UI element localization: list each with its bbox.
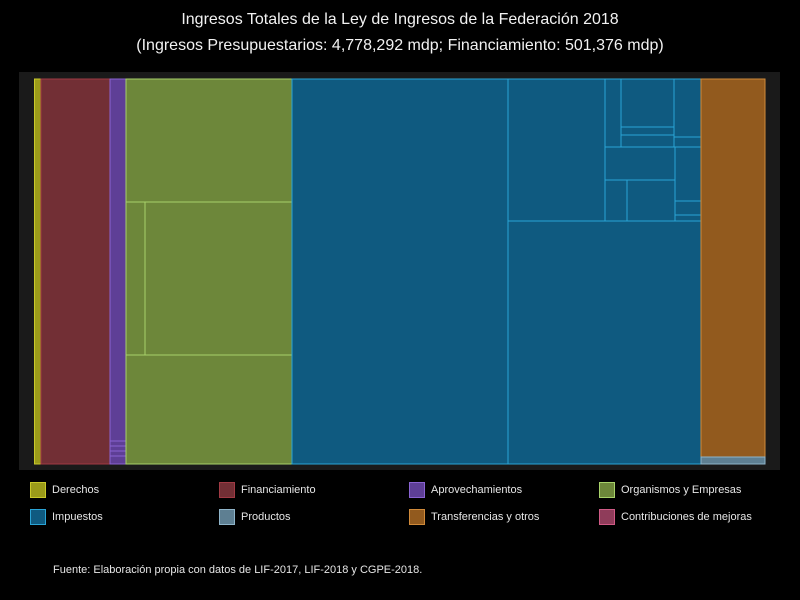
legend-swatch (599, 482, 615, 498)
tile-impuestos-sub-13 (674, 200, 702, 216)
legend-swatch (30, 482, 46, 498)
tile-financiamiento (40, 78, 111, 465)
tile-impuestos-sub-3 (507, 220, 702, 465)
legend-label: Transferencias y otros (431, 511, 540, 523)
legend-label: Derechos (52, 484, 100, 496)
legend-label: Productos (241, 511, 291, 523)
legend-item: Financiamiento (219, 481, 316, 499)
tile-impuestos-sub-10 (604, 179, 628, 222)
chart-legend: Derechos Financiamiento Aprovechamientos Or… (30, 481, 790, 531)
chart-title: Ingresos Totales de la Ley de Ingresos d… (181, 11, 619, 28)
legend-item: Organismos y Empresas (599, 481, 741, 499)
tile-impuestos-sub-11 (626, 179, 676, 222)
tile-impuestos-sub-1 (291, 78, 509, 465)
tile-transferencias-y-otros (700, 78, 766, 458)
legend-swatch (30, 509, 46, 525)
legend-swatch (219, 509, 235, 525)
tile-productos (700, 456, 766, 465)
legend-item: Impuestos (30, 508, 103, 526)
legend-item: Derechos (30, 481, 99, 499)
legend-swatch (219, 482, 235, 498)
tile-impuestos-sub-6 (620, 126, 675, 136)
source-note: Fuente: Elaboración propia con datos de … (53, 564, 423, 576)
legend-item: Aprovechamientos (409, 481, 522, 499)
legend-swatch (409, 482, 425, 498)
legend-item: Contribuciones de mejoras (599, 508, 752, 526)
legend-label: Organismos y Empresas (621, 484, 742, 496)
tile-impuestos-sub-9 (604, 146, 676, 181)
tile-derechos (34, 78, 42, 465)
legend-item: Transferencias y otros (409, 508, 539, 526)
tile-impuestos-sub-7 (620, 134, 675, 148)
legend-swatch (409, 509, 425, 525)
chart-subtitle: (Ingresos Presupuestarios: 4,778,292 mdp… (136, 37, 664, 54)
legend-label: Impuestos (52, 511, 103, 523)
tile-impuestos-sub-5 (620, 78, 675, 128)
tile-organismos-sub-2 (125, 201, 293, 356)
legend-item: Productos (219, 508, 291, 526)
tile-impuestos-sub-8 (673, 78, 702, 138)
legend-label: Financiamiento (241, 484, 316, 496)
tile-organismos-sub-3 (125, 201, 146, 356)
tile-aprovechamientos (109, 78, 127, 465)
tile-impuestos-sub-12 (674, 146, 702, 202)
legend-swatch (599, 509, 615, 525)
legend-label: Aprovechamientos (431, 484, 523, 496)
tile-impuestos-sub-14 (674, 214, 702, 222)
legend-label: Contribuciones de mejoras (621, 511, 752, 523)
